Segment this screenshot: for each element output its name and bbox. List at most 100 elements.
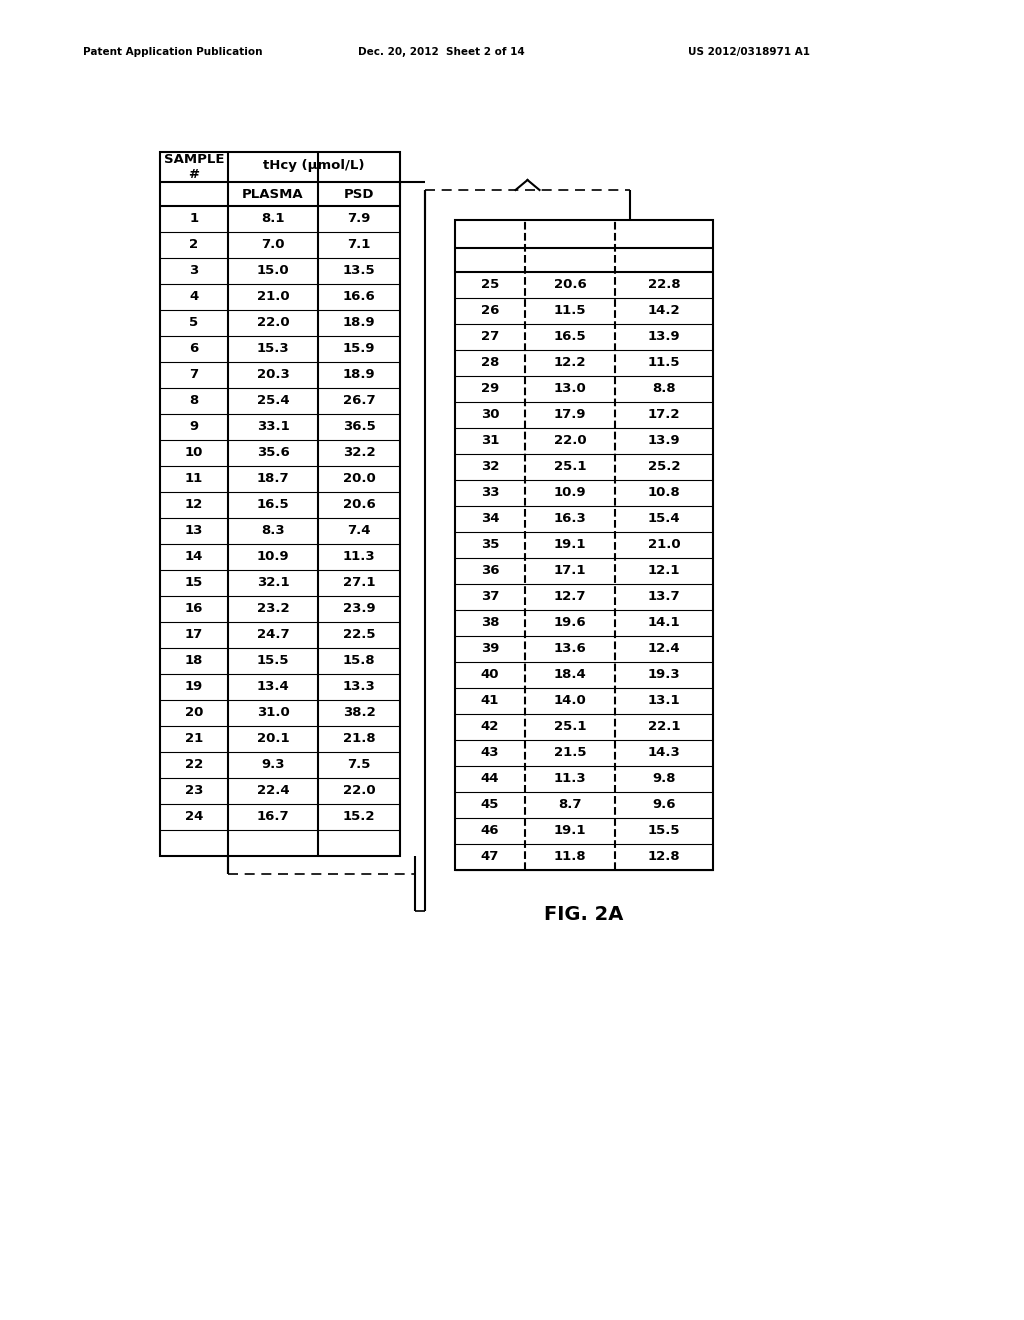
Text: 17.2: 17.2 xyxy=(648,408,680,421)
Text: 13.0: 13.0 xyxy=(554,383,587,396)
Text: 38: 38 xyxy=(480,616,500,630)
Text: 22.4: 22.4 xyxy=(257,784,290,797)
Text: SAMPLE
#: SAMPLE # xyxy=(164,153,224,181)
Text: 12.8: 12.8 xyxy=(648,850,680,863)
Text: 38.2: 38.2 xyxy=(343,706,376,719)
Text: 20.3: 20.3 xyxy=(257,368,290,381)
Text: 18.4: 18.4 xyxy=(554,668,587,681)
Text: 11.5: 11.5 xyxy=(648,356,680,370)
Text: 21: 21 xyxy=(185,733,203,746)
Text: 17: 17 xyxy=(185,628,203,642)
Text: 11: 11 xyxy=(185,473,203,486)
Text: 21.8: 21.8 xyxy=(343,733,376,746)
Text: Patent Application Publication: Patent Application Publication xyxy=(83,48,262,57)
Text: 13: 13 xyxy=(184,524,203,537)
Text: 11.3: 11.3 xyxy=(554,772,587,785)
Text: 22: 22 xyxy=(185,759,203,771)
Text: 21.5: 21.5 xyxy=(554,747,587,759)
Text: 37: 37 xyxy=(481,590,499,603)
Text: 7: 7 xyxy=(189,368,199,381)
Text: 25: 25 xyxy=(481,279,499,292)
Text: 25.1: 25.1 xyxy=(554,721,587,734)
Text: 9.8: 9.8 xyxy=(652,772,676,785)
Text: 46: 46 xyxy=(480,825,500,837)
Text: 9: 9 xyxy=(189,421,199,433)
Text: 27.1: 27.1 xyxy=(343,577,375,590)
Text: 10: 10 xyxy=(184,446,203,459)
Text: 10.9: 10.9 xyxy=(554,487,587,499)
Text: 21.0: 21.0 xyxy=(648,539,680,552)
Text: FIG. 2A: FIG. 2A xyxy=(545,906,624,924)
Bar xyxy=(455,220,713,870)
Text: 30: 30 xyxy=(480,408,500,421)
Text: tHcy (μmol/L): tHcy (μmol/L) xyxy=(263,158,365,172)
Text: 13.5: 13.5 xyxy=(343,264,376,277)
Text: 31.0: 31.0 xyxy=(257,706,290,719)
Text: 17.1: 17.1 xyxy=(554,565,587,578)
Text: 22.0: 22.0 xyxy=(554,434,587,447)
Text: 17.9: 17.9 xyxy=(554,408,587,421)
Text: 35.6: 35.6 xyxy=(257,446,290,459)
Text: 25.1: 25.1 xyxy=(554,461,587,474)
Text: 19.3: 19.3 xyxy=(648,668,680,681)
Text: 10.9: 10.9 xyxy=(257,550,290,564)
Text: 33: 33 xyxy=(480,487,500,499)
Text: 45: 45 xyxy=(481,799,499,812)
Text: 8.1: 8.1 xyxy=(261,213,285,226)
Text: 24.7: 24.7 xyxy=(257,628,290,642)
Text: 33.1: 33.1 xyxy=(257,421,290,433)
Text: 23.2: 23.2 xyxy=(257,602,290,615)
Text: 12.7: 12.7 xyxy=(554,590,587,603)
Text: 20: 20 xyxy=(184,706,203,719)
Text: 6: 6 xyxy=(189,342,199,355)
Text: 7.0: 7.0 xyxy=(261,239,285,252)
Text: 9.3: 9.3 xyxy=(261,759,285,771)
Text: 14.3: 14.3 xyxy=(647,747,680,759)
Text: 11.3: 11.3 xyxy=(343,550,376,564)
Text: 19.1: 19.1 xyxy=(554,825,587,837)
Text: 15.4: 15.4 xyxy=(648,512,680,525)
Text: 44: 44 xyxy=(480,772,500,785)
Text: 39: 39 xyxy=(481,643,499,656)
Text: 23: 23 xyxy=(184,784,203,797)
Text: 16.7: 16.7 xyxy=(257,810,290,824)
Text: 26.7: 26.7 xyxy=(343,395,376,408)
Text: 13.4: 13.4 xyxy=(257,681,290,693)
Text: 23.9: 23.9 xyxy=(343,602,376,615)
Text: 20.1: 20.1 xyxy=(257,733,290,746)
Text: 16.3: 16.3 xyxy=(554,512,587,525)
Text: 11.8: 11.8 xyxy=(554,850,587,863)
Text: 22.1: 22.1 xyxy=(648,721,680,734)
Text: PSD: PSD xyxy=(344,187,374,201)
Text: 14.1: 14.1 xyxy=(648,616,680,630)
Text: 21.0: 21.0 xyxy=(257,290,290,304)
Text: 12.4: 12.4 xyxy=(648,643,680,656)
Text: 15.3: 15.3 xyxy=(257,342,290,355)
Text: 7.4: 7.4 xyxy=(347,524,371,537)
Text: 16.5: 16.5 xyxy=(554,330,587,343)
Text: 27: 27 xyxy=(481,330,499,343)
Text: 11.5: 11.5 xyxy=(554,305,587,318)
Text: PLASMA: PLASMA xyxy=(243,187,304,201)
Text: 13.6: 13.6 xyxy=(554,643,587,656)
Text: Dec. 20, 2012  Sheet 2 of 14: Dec. 20, 2012 Sheet 2 of 14 xyxy=(358,48,524,57)
Text: 13.3: 13.3 xyxy=(343,681,376,693)
Text: 8: 8 xyxy=(189,395,199,408)
Text: 5: 5 xyxy=(189,317,199,330)
Text: 29: 29 xyxy=(481,383,499,396)
Text: 13.9: 13.9 xyxy=(648,330,680,343)
Text: 15.2: 15.2 xyxy=(343,810,375,824)
Text: 4: 4 xyxy=(189,290,199,304)
Text: 7.9: 7.9 xyxy=(347,213,371,226)
Text: 18.9: 18.9 xyxy=(343,368,376,381)
Text: 16.5: 16.5 xyxy=(257,499,290,511)
Text: 36.5: 36.5 xyxy=(343,421,376,433)
Text: 32.1: 32.1 xyxy=(257,577,290,590)
Text: 13.7: 13.7 xyxy=(648,590,680,603)
Text: 8.7: 8.7 xyxy=(558,799,582,812)
Text: 15.5: 15.5 xyxy=(257,655,289,668)
Text: US 2012/0318971 A1: US 2012/0318971 A1 xyxy=(688,48,810,57)
Text: 28: 28 xyxy=(481,356,499,370)
Text: 32: 32 xyxy=(481,461,499,474)
Text: 16.6: 16.6 xyxy=(343,290,376,304)
